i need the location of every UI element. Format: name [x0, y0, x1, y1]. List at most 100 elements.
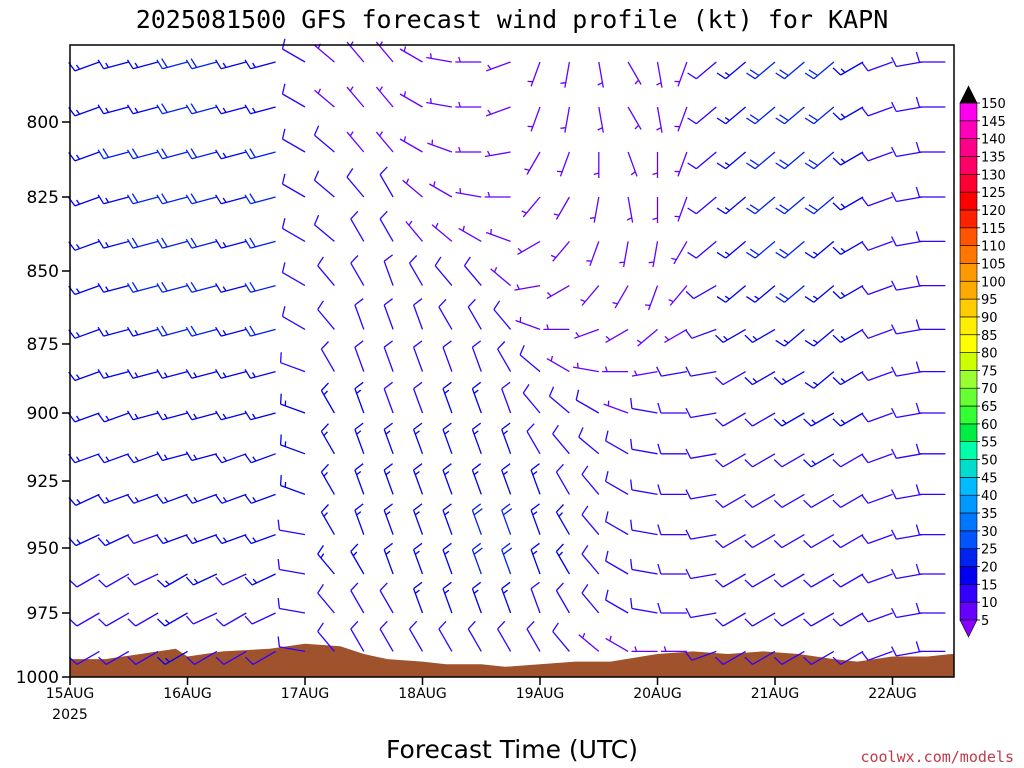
wind-barb: [97, 283, 129, 293]
wind-barb: [803, 573, 835, 588]
wind-barb: [471, 340, 482, 372]
colorbar-label: 25: [981, 543, 998, 558]
wind-barb: [861, 612, 893, 623]
wind-barb: [524, 151, 541, 175]
wind-barb: [279, 475, 306, 496]
wind-barb: [350, 210, 365, 242]
wind-barb: [442, 340, 453, 372]
wind-barb: [126, 533, 159, 545]
wind-barb: [803, 534, 835, 549]
wind-barb: [156, 410, 188, 421]
wind-barb: [185, 281, 218, 293]
wind-barb: [891, 146, 923, 158]
wind-barb: [715, 493, 746, 508]
wind-barb: [527, 61, 541, 87]
wind-barb: [915, 141, 946, 153]
colorbar-bin: [959, 352, 978, 371]
wind-barb: [442, 503, 453, 535]
wind-barb: [156, 193, 188, 205]
wind-barb: [215, 238, 247, 249]
wind-barb: [804, 328, 835, 347]
wind-barb: [602, 366, 629, 373]
wind-barb: [442, 542, 453, 575]
colorbar-label: 115: [981, 222, 1006, 237]
wind-barb: [775, 61, 805, 80]
colorbar-label: 55: [981, 436, 998, 451]
wind-barb: [550, 240, 570, 262]
wind-barb: [185, 103, 218, 115]
wind-barb: [156, 58, 188, 70]
wind-barb: [215, 104, 247, 115]
wind-barb: [915, 231, 946, 243]
wind-barb: [861, 370, 893, 382]
colorbar-bin: [959, 102, 978, 122]
wind-barb: [215, 326, 247, 337]
wind-barb: [215, 410, 247, 421]
wind-barb: [685, 529, 717, 540]
wind-barb: [156, 148, 188, 160]
wind-barb: [185, 533, 218, 545]
wind-barb: [320, 341, 335, 372]
wind-barb: [281, 173, 306, 198]
wind-barb: [626, 196, 634, 223]
wind-barb: [244, 453, 276, 464]
wind-barb: [915, 186, 946, 198]
wind-barb: [320, 382, 335, 414]
y-tick-label: 875: [27, 335, 59, 355]
wind-barb: [657, 443, 687, 455]
wind-barb: [379, 620, 394, 652]
y-tick-label: 900: [27, 404, 59, 424]
wind-barb: [530, 503, 541, 535]
wind-barb: [156, 281, 188, 293]
wind-barb: [97, 534, 130, 547]
wind-barb: [412, 340, 424, 372]
wind-barb: [399, 136, 423, 153]
colorbar-bin: [959, 477, 978, 496]
wind-barb: [438, 620, 453, 652]
wind-barb: [773, 650, 805, 665]
wind-barb: [156, 103, 188, 115]
wind-barb: [97, 104, 129, 115]
wind-barb: [412, 581, 424, 614]
wind-barb: [442, 463, 453, 495]
wind-barb: [861, 240, 893, 251]
wind-barb: [245, 650, 276, 665]
wind-barb: [578, 427, 600, 455]
wind-barb: [314, 88, 335, 108]
wind-barb: [744, 534, 776, 549]
wind-barb: [548, 386, 570, 414]
surface-terrain: [70, 643, 954, 677]
wind-barb: [648, 241, 659, 268]
wind-barb: [630, 598, 658, 614]
wind-barb: [530, 542, 541, 575]
wind-barb: [915, 563, 946, 575]
colorbar-label: 95: [981, 293, 998, 308]
wind-barb: [832, 573, 864, 588]
wind-barb: [716, 106, 747, 125]
wind-barb: [715, 573, 746, 588]
colorbar-bin: [959, 174, 978, 193]
wind-barb: [685, 366, 717, 377]
wind-barb: [215, 369, 247, 379]
wind-barb: [215, 493, 247, 504]
wind-barb: [244, 533, 276, 545]
wind-barb: [915, 51, 946, 63]
wind-barb: [97, 59, 129, 70]
wind-barb: [244, 148, 276, 160]
wind-barb: [657, 563, 687, 575]
wind-barb: [861, 328, 893, 339]
colorbar-max-arrow: [959, 85, 978, 104]
wind-barb: [185, 410, 218, 421]
wind-barb: [804, 106, 835, 125]
wind-barb: [156, 612, 188, 627]
wind-barb: [215, 650, 247, 665]
wind-barb: [891, 529, 923, 540]
wind-barb: [803, 612, 835, 627]
wind-barb: [915, 602, 946, 614]
wind-barb: [530, 581, 541, 614]
wind-barb: [501, 542, 513, 575]
wind-barb: [744, 371, 776, 386]
plot-frame: [70, 45, 954, 677]
wind-barb: [627, 106, 642, 130]
wind-barb: [383, 542, 394, 575]
